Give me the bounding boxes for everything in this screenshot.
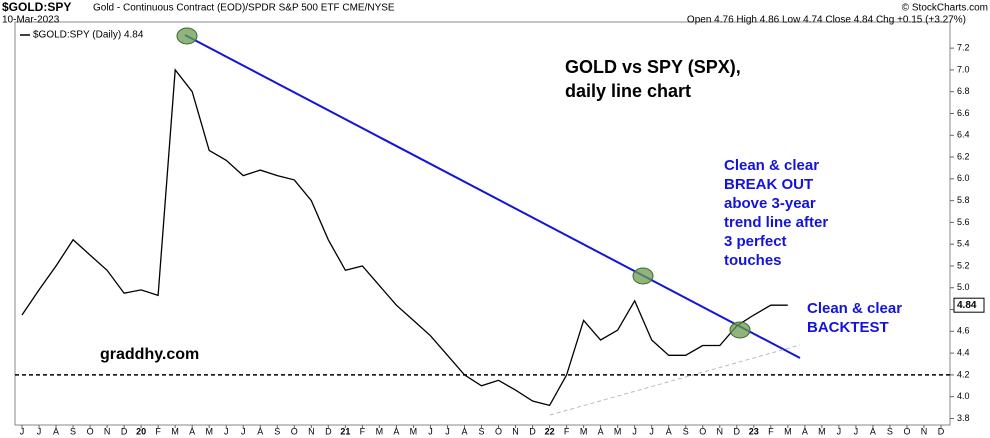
x-tick-label: S	[70, 426, 76, 436]
legend-label: $GOLD:SPY (Daily) 4.84	[33, 30, 144, 41]
annotation-line: touches	[724, 252, 782, 269]
last-value-box	[953, 297, 985, 313]
quote: Open 4.76 High 4.86 Low 4.74 Close 4.84 …	[687, 15, 966, 26]
x-tick-label: O	[495, 426, 502, 436]
annotation-line: BREAK OUT	[724, 176, 813, 193]
x-tick-label: M	[818, 426, 826, 436]
x-tick-label: J	[20, 426, 25, 436]
y-tick-label: 6.2	[957, 151, 970, 161]
y-tick-label: 6.4	[957, 130, 970, 140]
x-tick-label: A	[189, 426, 195, 436]
touch-circle	[729, 321, 751, 339]
x-tick-label: D	[734, 426, 741, 436]
y-tick-label: 5.0	[957, 282, 970, 292]
description: Gold - Continuous Contract (EOD)/SPDR S&…	[93, 3, 395, 14]
x-tick-label: M	[171, 426, 179, 436]
x-tick-label: N	[512, 426, 519, 436]
x-tick-label: F	[360, 426, 366, 436]
x-tick-label: 20	[136, 426, 146, 436]
x-tick-label: M	[614, 426, 622, 436]
y-tick-label: 4.0	[957, 391, 970, 401]
x-tick-label: S	[478, 426, 484, 436]
x-tick-label: D	[325, 426, 332, 436]
x-tick-label: F	[564, 426, 570, 436]
watermark: graddhy.com	[100, 346, 199, 363]
price-line	[21, 68, 788, 407]
x-tick-label: J	[632, 426, 637, 436]
symbol: $GOLD:SPY	[2, 0, 71, 14]
x-tick-label: A	[598, 426, 604, 436]
x-tick-label: A	[53, 426, 59, 436]
x-tick-label: F	[768, 426, 774, 436]
x-tick-label: M	[580, 426, 588, 436]
x-tick-label: A	[666, 426, 672, 436]
x-tick-label: O	[291, 426, 298, 436]
y-tick-label: 6.0	[957, 173, 970, 183]
annotation-line: Clean & clear	[807, 300, 902, 317]
touch-circle	[176, 27, 198, 45]
last-value-label: 4.84	[957, 300, 977, 311]
x-tick-label: M	[205, 426, 213, 436]
trend-line	[184, 34, 801, 359]
annotation-line: 3 perfect	[724, 233, 787, 250]
x-tick-label: A	[802, 426, 808, 436]
x-tick-label: J	[837, 426, 842, 436]
x-tick-label: A	[461, 426, 467, 436]
x-tick-label: N	[921, 426, 928, 436]
x-tick-label: M	[376, 426, 384, 436]
annotation-line: above 3-year	[724, 195, 816, 212]
x-tick-label: D	[121, 426, 128, 436]
x-tick-label: N	[308, 426, 315, 436]
x-tick-label: S	[274, 426, 280, 436]
x-tick-label: A	[870, 426, 876, 436]
x-tick-label: O	[699, 426, 706, 436]
y-tick-label: 4.6	[957, 326, 970, 336]
support-line	[549, 344, 801, 416]
x-tick-label: A	[257, 426, 263, 436]
y-tick-label: 6.6	[957, 108, 970, 118]
y-tick-label: 4.4	[957, 347, 970, 357]
source: © StockCharts.com	[902, 3, 988, 14]
y-tick-label: 3.8	[957, 413, 970, 423]
x-tick-label: 22	[545, 426, 555, 436]
x-tick-label: N	[104, 426, 111, 436]
y-tick-label: 4.2	[957, 369, 970, 379]
title-line: daily line chart	[565, 81, 691, 101]
y-tick-label: 6.8	[957, 86, 970, 96]
date: 10-Mar-2023	[2, 15, 60, 26]
x-tick-label: A	[393, 426, 399, 436]
x-tick-label: M	[784, 426, 792, 436]
x-tick-label: M	[410, 426, 418, 436]
y-tick-label: 5.2	[957, 260, 970, 270]
x-tick-label: J	[37, 426, 42, 436]
x-tick-label: S	[683, 426, 689, 436]
x-tick-label: J	[224, 426, 229, 436]
x-tick-label: J	[649, 426, 654, 436]
x-tick-label: D	[529, 426, 536, 436]
x-tick-label: D	[938, 426, 945, 436]
y-tick-label: 5.6	[957, 217, 970, 227]
touch-circle	[632, 267, 654, 285]
x-tick-label: O	[903, 426, 910, 436]
annotation-line: BACKTEST	[807, 319, 889, 336]
x-tick-label: J	[241, 426, 246, 436]
x-tick-label: F	[155, 426, 161, 436]
x-tick-label: J	[445, 426, 450, 436]
x-tick-label: J	[428, 426, 433, 436]
annotation-line: Clean & clear	[724, 157, 819, 174]
x-tick-label: S	[887, 426, 893, 436]
x-tick-label: J	[854, 426, 859, 436]
plot-area	[14, 21, 951, 426]
x-tick-label: O	[87, 426, 94, 436]
y-tick-label: 5.4	[957, 239, 970, 249]
x-tick-label: N	[717, 426, 724, 436]
title-line: GOLD vs SPY (SPX),	[565, 57, 741, 77]
annotation-line: trend line after	[724, 214, 828, 231]
y-tick-label: 7.2	[957, 43, 970, 53]
y-tick-label: 5.8	[957, 195, 970, 205]
y-tick-label: 7.0	[957, 64, 970, 74]
x-tick-label: 23	[749, 426, 759, 436]
x-tick-label: 21	[340, 426, 350, 436]
